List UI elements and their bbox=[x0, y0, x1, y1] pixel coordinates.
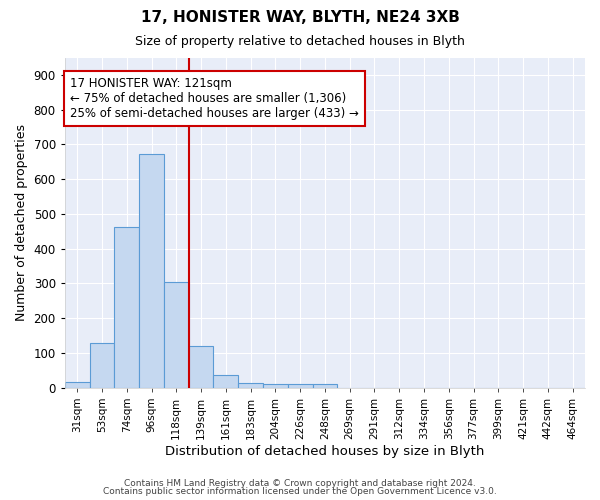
Bar bbox=[288, 384, 313, 388]
Bar bbox=[238, 382, 263, 388]
Bar bbox=[188, 346, 214, 388]
Bar bbox=[115, 227, 139, 388]
Y-axis label: Number of detached properties: Number of detached properties bbox=[15, 124, 28, 321]
Text: 17 HONISTER WAY: 121sqm
← 75% of detached houses are smaller (1,306)
25% of semi: 17 HONISTER WAY: 121sqm ← 75% of detache… bbox=[70, 78, 359, 120]
Bar bbox=[65, 382, 89, 388]
Bar bbox=[263, 384, 288, 388]
Bar bbox=[139, 154, 164, 388]
Bar bbox=[214, 375, 238, 388]
Text: Contains HM Land Registry data © Crown copyright and database right 2024.: Contains HM Land Registry data © Crown c… bbox=[124, 478, 476, 488]
X-axis label: Distribution of detached houses by size in Blyth: Distribution of detached houses by size … bbox=[165, 444, 485, 458]
Text: 17, HONISTER WAY, BLYTH, NE24 3XB: 17, HONISTER WAY, BLYTH, NE24 3XB bbox=[140, 10, 460, 25]
Bar bbox=[313, 384, 337, 388]
Bar bbox=[164, 282, 188, 388]
Text: Contains public sector information licensed under the Open Government Licence v3: Contains public sector information licen… bbox=[103, 487, 497, 496]
Bar bbox=[89, 344, 115, 388]
Text: Size of property relative to detached houses in Blyth: Size of property relative to detached ho… bbox=[135, 35, 465, 48]
